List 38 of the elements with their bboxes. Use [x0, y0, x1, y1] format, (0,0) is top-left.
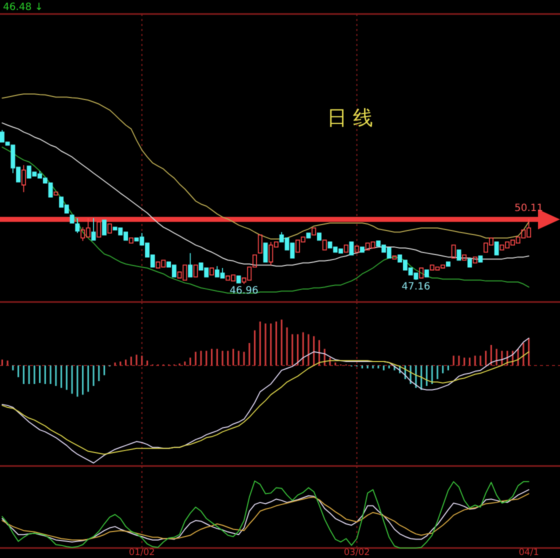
candlestick: [451, 244, 456, 258]
candlestick: [102, 220, 107, 236]
annotation: 47.16: [402, 281, 430, 292]
x-tick-label: 01/02: [128, 548, 155, 558]
candlestick: [75, 218, 80, 234]
candlestick: [91, 218, 96, 241]
candlestick: [317, 232, 322, 241]
candlestick: [478, 256, 483, 262]
candlestick: [258, 234, 262, 254]
text: 46.48 ↓: [3, 2, 44, 13]
candlestick: [54, 192, 58, 196]
candlestick: [419, 268, 424, 278]
candlestick: [128, 238, 134, 244]
candlestick: [236, 276, 241, 284]
candlestick: [456, 250, 462, 261]
candlestick: [424, 270, 429, 278]
candlestick: [467, 258, 472, 268]
candlestick: [446, 262, 450, 267]
candlestick: [107, 224, 112, 234]
candlestick: [392, 256, 397, 260]
chart-title: 日 线: [326, 106, 374, 130]
x-tick-label: 03/02: [344, 548, 370, 558]
candlestick: [96, 222, 102, 238]
candlestick: [472, 256, 478, 264]
candlestick: [21, 164, 26, 193]
x-tick-label: 04/1: [518, 548, 539, 558]
candlestick: [312, 228, 316, 236]
candlestick: [344, 244, 348, 253]
candlestick: [462, 254, 467, 261]
candlestick: [494, 242, 499, 256]
candlestick: [354, 246, 360, 253]
candlestick: [188, 252, 192, 278]
candlestick: [322, 240, 327, 250]
candlestick: [70, 214, 74, 224]
candlestick: [360, 246, 364, 253]
candlestick: [210, 268, 214, 276]
annotation: 50.11: [514, 203, 544, 214]
candlestick: [193, 264, 198, 278]
